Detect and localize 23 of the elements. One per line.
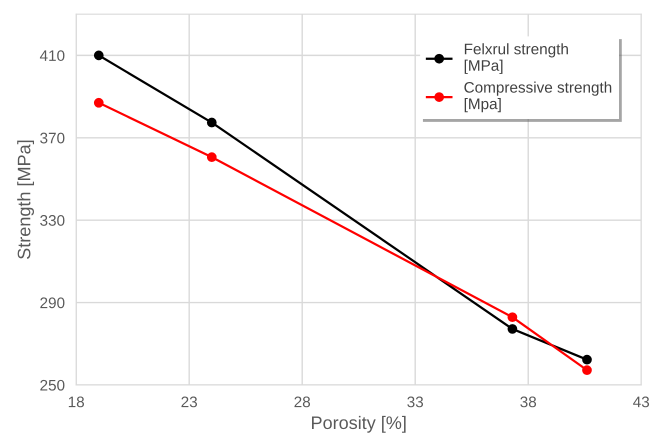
x-tick-label: 28 [294,396,310,408]
x-axis-title: Porosity [%] [312,416,406,433]
legend-label: Compressive strength [Mpa] [464,82,612,112]
y-tick-label: 410 [40,50,64,62]
x-tick-label: 23 [181,396,198,408]
x-tick-label: 33 [407,396,424,408]
point [206,118,217,128]
point [582,365,592,375]
point [508,324,518,334]
point [94,98,104,108]
x-tick-label: 38 [520,396,536,408]
point [582,354,592,364]
y-axis-title: Strength [MPa] [17,140,34,259]
y-tick-label: 330 [40,215,64,226]
point [206,152,217,162]
point [508,312,518,322]
point [94,50,104,60]
y-tick-label: 250 [40,380,64,391]
x-tick-label: 18 [68,396,84,408]
y-tick-label: 290 [40,297,64,308]
y-tick-label: 370 [40,132,64,144]
legend-label: Felxrul strength [MPa] [464,43,568,74]
x-tick-label: 43 [633,396,650,408]
